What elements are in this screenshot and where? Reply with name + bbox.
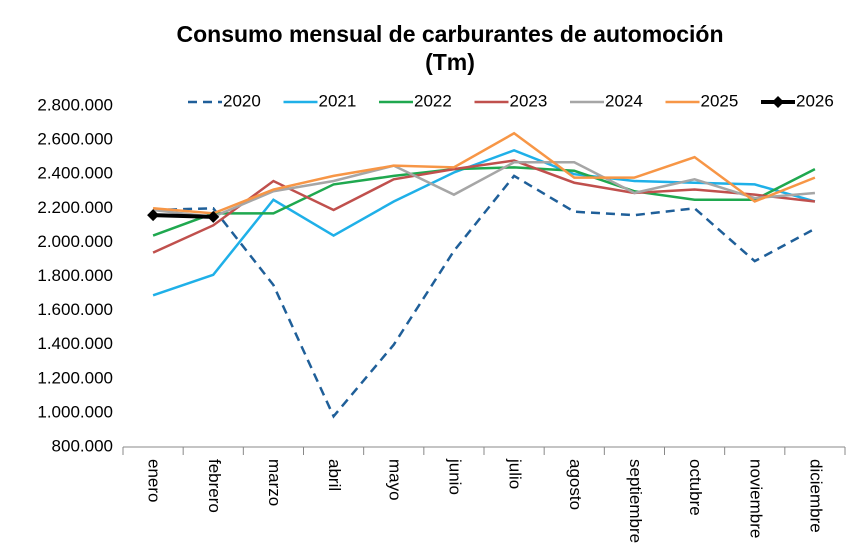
chart-title: Consumo mensual de carburantes de automo… [177, 21, 724, 47]
x-tick-label: febrero [205, 459, 224, 513]
x-tick-label: diciembre [806, 459, 825, 533]
y-tick-label: 2.400.000 [37, 164, 113, 183]
y-tick-label: 2.200.000 [37, 198, 113, 217]
series-line [152, 131, 816, 215]
legend-marker [772, 96, 784, 108]
series-line [152, 159, 816, 254]
series-line [153, 213, 214, 219]
x-tick-label: marzo [265, 459, 284, 506]
x-tick-label: junio [445, 458, 464, 495]
x-tick-label: enero [145, 459, 164, 502]
point-marker [207, 210, 220, 223]
series-line [152, 161, 816, 219]
series-line [152, 166, 816, 237]
x-tick-label: octubre [686, 459, 705, 516]
chart-title: (Tm) [425, 49, 475, 75]
legend-label: 2024 [605, 91, 643, 110]
x-tick-label: abril [325, 459, 344, 491]
y-tick-label: 2.000.000 [37, 232, 113, 251]
legend-label: 2022 [414, 91, 452, 110]
legend-label: 2021 [319, 91, 357, 110]
x-tick-label: agosto [566, 459, 585, 510]
y-tick-label: 1.200.000 [37, 368, 113, 387]
y-tick-label: 2.600.000 [37, 130, 113, 149]
x-tick-label: julio [506, 458, 525, 489]
legend-label: 2020 [223, 91, 261, 110]
y-tick-label: 1.000.000 [37, 402, 113, 421]
legend-label: 2025 [701, 91, 739, 110]
x-tick-label: noviembre [746, 459, 765, 538]
point-marker [147, 209, 160, 222]
legend-label: 2026 [796, 91, 834, 110]
y-tick-label: 2.800.000 [37, 95, 113, 114]
legend-label: 2023 [510, 91, 548, 110]
y-tick-label: 1.600.000 [37, 300, 113, 319]
y-tick-label: 1.800.000 [37, 266, 113, 285]
y-tick-label: 800.000 [52, 436, 113, 455]
x-tick-label: septiembre [626, 459, 645, 543]
series-line [153, 174, 816, 419]
x-tick-label: mayo [385, 459, 404, 501]
y-tick-label: 1.400.000 [37, 334, 113, 353]
